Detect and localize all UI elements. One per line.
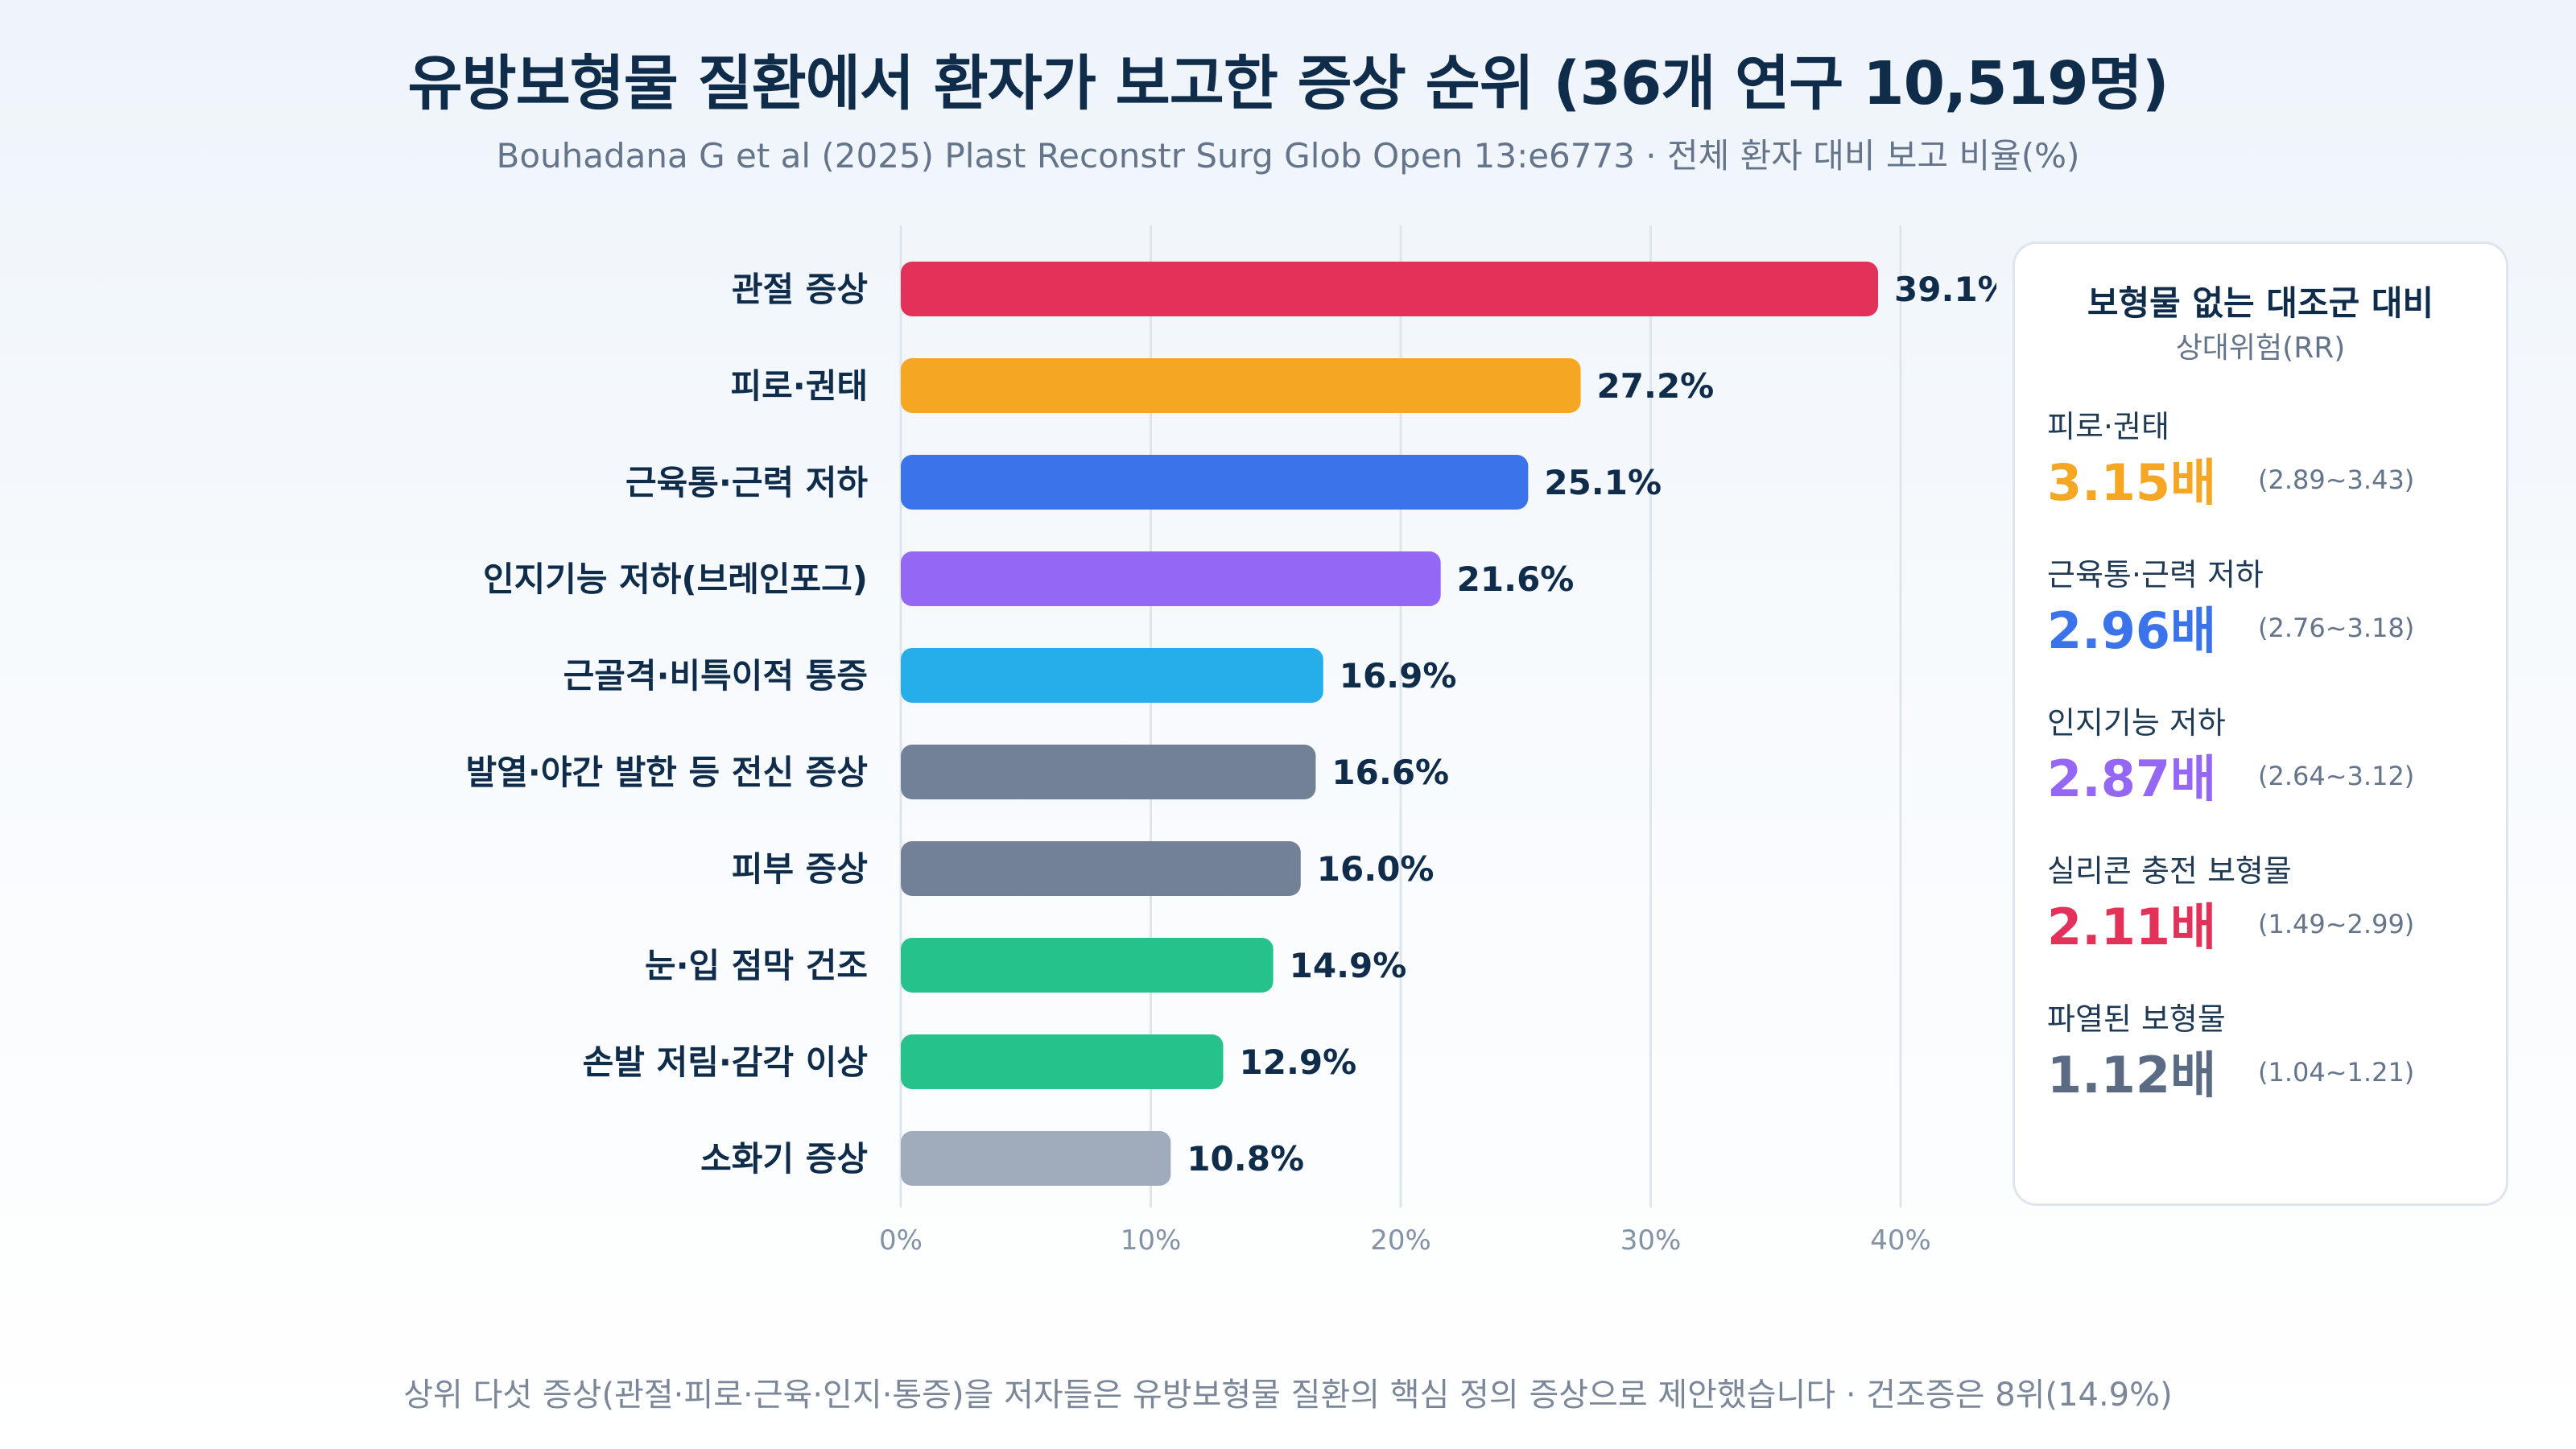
bar-7 [901,841,1301,896]
value-label-2: 27.2% [1597,366,1715,406]
rr-label: 파열된 보형물 [2047,1001,2226,1037]
rr-confidence-interval: (1.49~2.99) [2258,909,2415,939]
rr-value: 2.11배 [2047,898,2217,956]
value-label-10: 10.8% [1187,1139,1304,1179]
x-tick-label-0: 0% [879,1224,923,1257]
rr-item: 인지기능 저하 2.87배 (2.64~3.12) [2047,698,2482,827]
category-label-9: 손발 저림·감각 이상 [583,1042,868,1082]
category-label-5: 근골격·비특이적 통증 [564,656,868,696]
rr-item: 실리콘 충전 보형물 2.11배 (1.49~2.99) [2047,846,2482,975]
x-tick-label-40: 40% [1870,1224,1931,1257]
bar-6 [901,745,1316,799]
x-tick-label-30: 30% [1620,1224,1682,1257]
category-label-2: 피로·권태 [730,366,868,406]
rr-label: 근육통·근력 저하 [2047,557,2264,592]
category-label-6: 발열·야간 발한 등 전신 증상 [466,753,868,792]
rr-value: 1.12배 [2047,1046,2217,1104]
chart-subtitle: Bouhadana G et al (2025) Plast Reconstr … [496,136,2080,175]
value-label-7: 16.0% [1317,849,1435,889]
bar-10 [901,1131,1171,1186]
value-label-5: 16.9% [1340,656,1457,696]
category-label-1: 관절 증상 [732,270,868,309]
rr-label: 실리콘 충전 보형물 [2047,853,2292,889]
relative-risk-panel: 보형물 없는 대조군 대비 상대위험(RR) 피로·권태 3.15배 (2.89~3… [2013,242,2508,1206]
value-label-9: 12.9% [1240,1042,1357,1082]
category-label-4: 인지기능 저하(브레인포그) [483,559,868,599]
rr-label: 인지기능 저하 [2047,705,2226,741]
x-tick-label-20: 20% [1370,1224,1431,1257]
panel-title: 보형물 없는 대조군 대비 [2087,283,2434,323]
rr-item: 근육통·근력 저하 2.96배 (2.76~3.18) [2047,550,2482,679]
value-label-4: 21.6% [1457,559,1575,599]
bar-3 [901,455,1529,510]
rr-confidence-interval: (1.04~1.21) [2258,1057,2415,1088]
rr-label: 피로·권태 [2047,409,2169,444]
bar-2 [901,358,1581,413]
category-label-8: 눈·입 점막 건조 [645,946,868,985]
value-label-3: 25.1% [1544,463,1662,502]
rr-confidence-interval: (2.89~3.43) [2258,464,2415,495]
symptom-bar-chart: 0% 10% 20% 30% 40% 관절 증상 39.1% 피로·권태 27.2% 근육통·근력… [466,225,1996,1257]
value-label-1: 39.1% [1894,270,1996,309]
value-label-6: 16.6% [1331,753,1449,792]
x-tick-label-10: 10% [1121,1224,1182,1257]
category-label-3: 근육통·근력 저하 [625,463,868,502]
bar-9 [901,1034,1224,1089]
category-label-7: 피부 증상 [732,849,868,889]
rr-confidence-interval: (2.76~3.18) [2258,613,2415,643]
rr-value: 2.96배 [2047,601,2217,660]
rr-item: 파열된 보형물 1.12배 (1.04~1.21) [2047,994,2482,1123]
rr-item: 피로·권태 3.15배 (2.89~3.43) [2047,402,2482,530]
bar-8 [901,938,1274,993]
bar-5 [901,648,1323,703]
footnote: 상위 다섯 증상(관절·피로·근육·인지·통증)을 저자들은 유방보형물 질환의… [403,1377,2173,1414]
rr-value: 3.15배 [2047,453,2217,512]
category-label-10: 소화기 증상 [700,1139,868,1179]
panel-subtitle: 상대위험(RR) [2175,332,2346,365]
value-label-8: 14.9% [1290,946,1407,985]
chart-title: 유방보형물 질환에서 환자가 보고한 증상 순위 (36개 연구 10,519명… [407,49,2169,118]
rr-value: 2.87배 [2047,749,2217,808]
bar-4 [901,551,1441,606]
rr-confidence-interval: (2.64~3.12) [2258,761,2415,791]
bar-1 [901,262,1879,316]
